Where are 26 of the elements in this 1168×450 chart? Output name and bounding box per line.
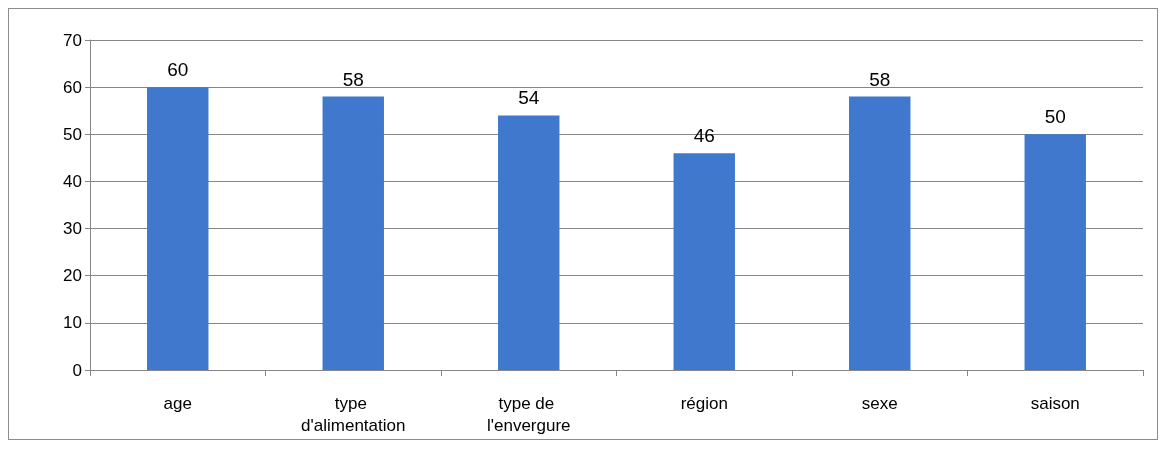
data-label: 58: [342, 68, 364, 90]
y-tick-label: 10: [63, 313, 82, 333]
x-tick-label: sexe: [861, 393, 898, 413]
y-tick-label: 20: [63, 266, 82, 286]
x-tick-label: type de l'envergure: [486, 393, 571, 435]
data-label: 54: [518, 87, 540, 109]
y-tick-label: 0: [72, 360, 82, 380]
bar: [849, 96, 911, 370]
bar: [1024, 134, 1086, 370]
bar: [147, 87, 209, 370]
y-tick-label: 50: [63, 124, 82, 144]
y-tick-label: 30: [63, 219, 82, 239]
data-label: 58: [869, 68, 891, 90]
bar: [673, 153, 735, 370]
y-tick-label: 60: [63, 77, 82, 97]
data-label: 60: [167, 59, 189, 81]
x-tick-label: age: [163, 393, 192, 413]
bar: [322, 96, 384, 370]
bar: [498, 115, 560, 370]
x-tick-label: saison: [1030, 393, 1080, 413]
data-label: 46: [693, 125, 715, 147]
x-tick-label: type d'alimentation: [301, 393, 406, 435]
x-tick-label: région: [680, 393, 728, 413]
y-tick-label: 40: [63, 171, 82, 191]
data-label: 50: [1044, 106, 1066, 128]
y-tick-label: 70: [63, 30, 82, 50]
